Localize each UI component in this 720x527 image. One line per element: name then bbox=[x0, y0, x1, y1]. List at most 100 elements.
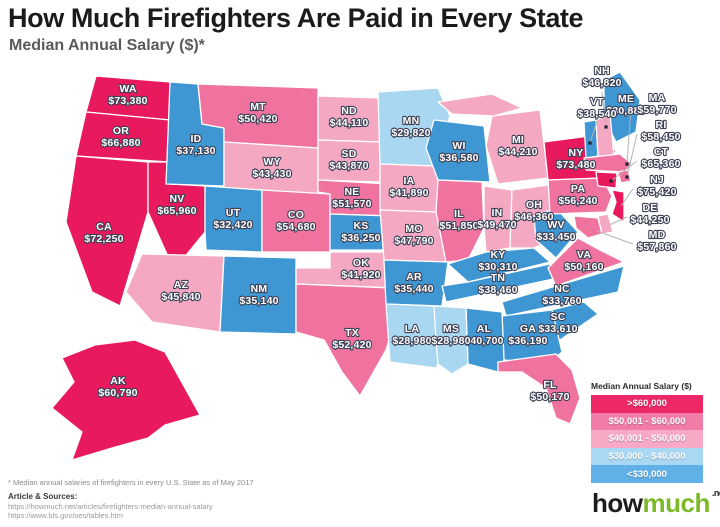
legend-row-4: $30,000 - $40,000 bbox=[591, 447, 703, 466]
state-ms-shape bbox=[433, 305, 469, 375]
state-ct-label: CT $65,360 bbox=[641, 146, 680, 170]
leader-line-ct bbox=[610, 160, 638, 182]
state-nc-shape bbox=[501, 265, 625, 317]
state-me-label: ME $30,880 bbox=[606, 93, 645, 117]
footnote: * Median annual salaries of firefighters… bbox=[8, 478, 254, 487]
state-fl-label: FL $50,170 bbox=[530, 379, 569, 403]
state-il-label: IL $51,850 bbox=[439, 208, 478, 232]
leader-line-de bbox=[608, 216, 628, 226]
state-co-label: CO $54,680 bbox=[276, 209, 315, 233]
page-subtitle: Median Annual Salary ($)* bbox=[9, 37, 205, 54]
state-wv-label: WV $33,450 bbox=[536, 219, 575, 243]
source-url-2: https://www.bls.gov/oes/tables.htm bbox=[8, 511, 124, 520]
state-ky-shape bbox=[447, 247, 551, 283]
state-nc-label: NC $33,760 bbox=[542, 283, 581, 307]
state-mt-label: MT $50,420 bbox=[238, 101, 277, 125]
state-wi-label: WI $36,580 bbox=[439, 140, 478, 164]
state-in-label: IN $49,470 bbox=[477, 207, 516, 231]
howmuch-logo: howmuch.net bbox=[592, 488, 720, 519]
state-vt-label: VT $38,540 bbox=[577, 96, 616, 120]
page-title: How Much Firefighters Are Paid in Every … bbox=[8, 3, 584, 33]
state-ms-label: MS $28,980 bbox=[431, 323, 470, 347]
state-nj-shape bbox=[611, 189, 625, 223]
state-ma-label: MA $59,770 bbox=[637, 92, 676, 116]
state-nv-label: NV $65,960 bbox=[157, 193, 196, 217]
legend-title: Median Annual Salary ($) bbox=[591, 381, 692, 391]
state-marker-dot-ct bbox=[609, 179, 613, 183]
state-marker-dot-vt bbox=[588, 141, 592, 145]
logo-how: how bbox=[592, 488, 643, 518]
state-ak-label: AK $60,790 bbox=[98, 375, 137, 399]
state-nm-shape bbox=[219, 255, 297, 335]
legend-row-2: $50,001 - $60,000 bbox=[591, 412, 703, 431]
state-nj-label: NJ $75,420 bbox=[637, 174, 676, 198]
legend: Median Annual Salary ($) >$60,000 $50,001… bbox=[591, 381, 703, 483]
state-mi-shape bbox=[485, 109, 549, 185]
logo-much: much bbox=[642, 488, 711, 518]
state-tx-label: TX $52,420 bbox=[332, 327, 371, 351]
state-or-label: OR $66,880 bbox=[101, 125, 140, 149]
state-ny-label: NY $73,480 bbox=[556, 147, 595, 171]
state-ut-shape bbox=[204, 185, 263, 253]
legend-row-3: $40,001 - $50,000 bbox=[591, 430, 703, 448]
state-fl-shape bbox=[497, 353, 581, 425]
state-md-label: MD $57,860 bbox=[637, 229, 676, 253]
leader-line-md bbox=[596, 230, 634, 245]
state-ca-label: CA $72,250 bbox=[84, 221, 123, 245]
state-ga-label: GA $36,190 bbox=[508, 323, 547, 347]
legend-row-5: <$30,000 bbox=[591, 465, 703, 483]
state-oh-label: OH $46,360 bbox=[514, 199, 553, 223]
state-ok-label: OK $41,920 bbox=[341, 257, 380, 281]
state-de-label: DE $44,250 bbox=[630, 202, 669, 226]
leader-line-nh bbox=[601, 91, 607, 128]
state-id-label: ID $37,130 bbox=[176, 133, 215, 157]
sources: Article & Sources: https://howmuch.net/a… bbox=[8, 492, 213, 520]
sources-label: Article & Sources: bbox=[8, 492, 78, 501]
legend-rows: >$60,000 $50,001 - $60,000 $40,001 - $50,0… bbox=[591, 395, 703, 483]
state-sd-label: SD $43,870 bbox=[329, 148, 368, 172]
state-tn-label: TN $38,460 bbox=[478, 272, 517, 296]
state-ut-label: UT $32,420 bbox=[213, 207, 252, 231]
state-sc-label: SC $33,610 bbox=[538, 311, 577, 335]
state-marker-dot-ri bbox=[625, 175, 629, 179]
leader-line-ma bbox=[626, 107, 632, 165]
state-ri-shape bbox=[617, 169, 632, 184]
state-az-label: AZ $45,840 bbox=[161, 279, 200, 303]
leader-line-vt bbox=[589, 120, 598, 144]
state-marker-dot-ma bbox=[625, 162, 629, 166]
state-wy-label: WY $43,430 bbox=[252, 156, 291, 180]
leader-line-ri bbox=[626, 133, 638, 178]
state-nd-label: ND $44,110 bbox=[330, 105, 369, 129]
state-pa-shape bbox=[547, 177, 613, 215]
state-ia-label: IA $41,890 bbox=[389, 175, 428, 199]
state-ne-label: NE $51,570 bbox=[332, 186, 371, 210]
state-az-shape bbox=[125, 253, 225, 333]
state-in-shape bbox=[483, 185, 513, 253]
state-va-shape bbox=[547, 237, 625, 287]
legend-row-1: >$60,000 bbox=[591, 395, 703, 413]
leader-line-nj bbox=[620, 188, 634, 207]
state-al-label: AL $40,700 bbox=[464, 323, 503, 347]
state-mi-shape-2 bbox=[437, 93, 523, 117]
state-wa-label: WA $73,380 bbox=[108, 83, 147, 107]
source-url-1: https://howmuch.net/articles/firefighter… bbox=[8, 502, 213, 511]
state-ak-shape bbox=[51, 339, 201, 461]
state-ct-shape bbox=[595, 171, 618, 189]
state-ri-label: RI $58,450 bbox=[641, 119, 680, 143]
state-va-label: VA $50,160 bbox=[564, 249, 603, 273]
state-mo-label: MO $47,790 bbox=[394, 223, 433, 247]
state-pa-label: PA $56,240 bbox=[558, 183, 597, 207]
state-la-label: LA $28,980 bbox=[392, 323, 431, 347]
state-ar-label: AR $35,440 bbox=[394, 271, 433, 295]
state-mn-label: MN $29,820 bbox=[391, 115, 430, 139]
state-ky-label: KY $30,310 bbox=[478, 249, 517, 273]
state-nm-label: NM $35,140 bbox=[239, 283, 278, 307]
state-md-shape bbox=[573, 215, 603, 239]
state-nh-label: NH $46,820 bbox=[582, 65, 621, 89]
state-mi-label: MI $44,210 bbox=[498, 134, 537, 158]
state-ks-label: KS $36,250 bbox=[341, 220, 380, 244]
state-marker-dot-nh bbox=[604, 125, 608, 129]
logo-net: .net bbox=[711, 488, 720, 498]
